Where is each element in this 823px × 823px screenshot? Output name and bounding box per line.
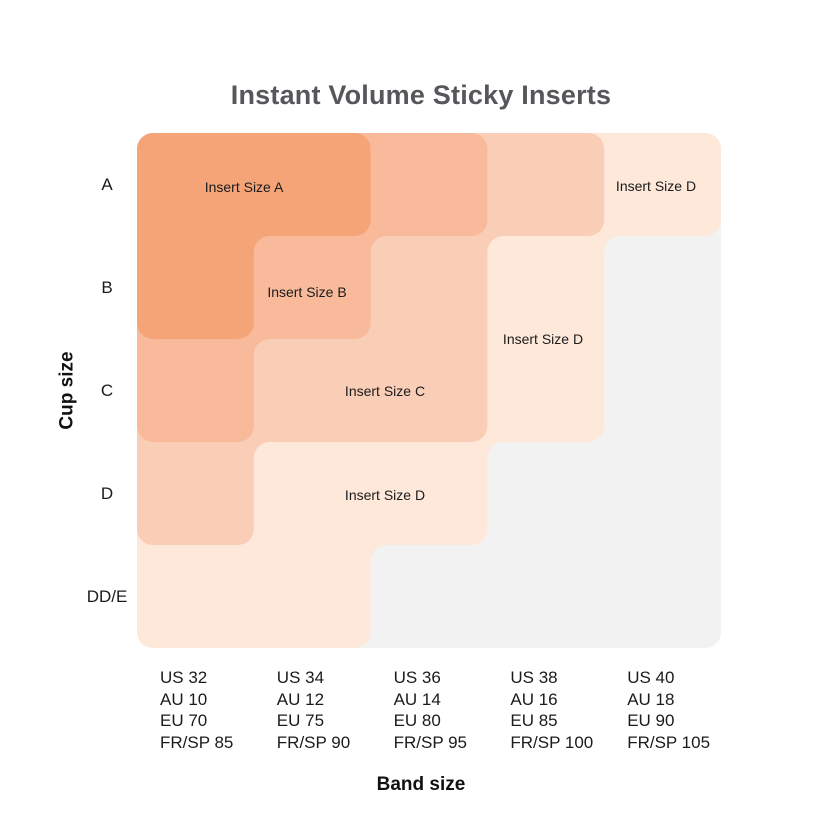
x-tick-line: FR/SP 100 (510, 732, 594, 752)
y-tick-label: DD/E (86, 586, 128, 606)
x-tick-line: US 38 (510, 668, 558, 687)
x-tick-line: FR/SP 95 (393, 732, 467, 752)
x-tick-line: AU 10 (160, 689, 208, 709)
x-tick-line: AU 16 (510, 689, 558, 709)
x-axis-title: Band size (376, 774, 466, 795)
x-tick-line: EU 90 (627, 711, 675, 730)
region-label: Insert Size A (204, 179, 284, 195)
x-tick-line: AU 18 (627, 689, 675, 709)
x-tick-line: AU 14 (393, 689, 441, 709)
y-tick-label: B (101, 277, 113, 297)
x-tick-line: EU 85 (510, 711, 558, 730)
x-tick-line: US 32 (160, 668, 208, 687)
region-label: Insert Size D (615, 178, 697, 194)
x-tick-line: US 34 (276, 668, 325, 687)
x-tick-label: US 40 AU 18 EU 90 FR/SP 105 (627, 667, 710, 753)
x-tick-label: US 34 AU 12 EU 75 FR/SP 90 (277, 667, 350, 753)
region-label: Insert Size B (267, 284, 347, 300)
region-A (137, 133, 371, 339)
y-tick-label: C (100, 380, 114, 400)
x-tick-line: FR/SP 85 (160, 732, 234, 752)
x-tick-label: US 36 AU 14 EU 80 FR/SP 95 (394, 667, 467, 753)
y-axis-title: Cup size (56, 351, 78, 430)
region-label: Insert Size C (344, 383, 426, 399)
region-label: Insert Size D (502, 331, 584, 347)
chart-title: Instant Volume Sticky Inserts (230, 80, 612, 110)
x-tick-line: AU 12 (276, 689, 325, 709)
x-tick-label: US 32 AU 10 EU 70 FR/SP 85 (160, 667, 233, 753)
x-tick-label: US 38 AU 16 EU 85 FR/SP 100 (510, 667, 593, 753)
x-tick-line: FR/SP 105 (627, 732, 711, 752)
y-tick-label: D (100, 483, 114, 503)
x-tick-line: EU 80 (393, 711, 441, 730)
x-tick-line: US 40 (627, 668, 675, 687)
region-label: Insert Size D (344, 487, 426, 503)
x-tick-line: EU 70 (160, 711, 208, 730)
y-tick-label: A (101, 174, 113, 194)
x-tick-line: EU 75 (276, 711, 325, 730)
x-tick-line: US 36 (393, 668, 441, 687)
size-grid (137, 133, 721, 648)
x-tick-line: FR/SP 90 (276, 732, 351, 752)
